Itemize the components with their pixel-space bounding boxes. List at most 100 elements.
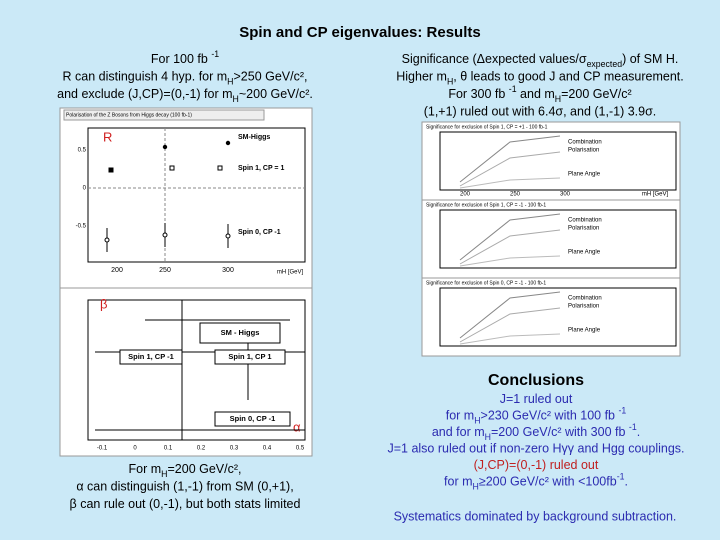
- text-span: =200 GeV/c²,: [167, 462, 241, 476]
- text-line: For 100 fb -1: [151, 49, 219, 66]
- superscript: -1: [211, 49, 219, 59]
- text-line: α can distinguish (1,-1) from SM (0,+1),: [76, 480, 293, 494]
- legend-label: Spin 1, CP -1: [128, 352, 174, 361]
- marker: [108, 167, 114, 173]
- legend-label: SM - Higgs: [221, 328, 260, 337]
- subscript: H: [474, 416, 480, 426]
- x-tick-label: 200: [460, 192, 471, 198]
- text-line: J=1 ruled out: [500, 392, 573, 406]
- plot-image: [59, 287, 313, 457]
- text-span: ≥200 GeV/c² with <100fb: [479, 475, 617, 489]
- legend-label: Plane Angle: [568, 250, 601, 256]
- curve: [459, 307, 561, 343]
- text-span: (1,+1) ruled out with 6.4σ, and (1,-1) 3…: [424, 105, 657, 119]
- plot-image: [59, 107, 313, 289]
- x-tick-label: 250: [510, 192, 521, 198]
- plot-label: β: [100, 296, 107, 311]
- x-tick-label: 0.3: [230, 446, 239, 452]
- text-line: (1,+1) ruled out with 6.4σ, and (1,-1) 3…: [424, 105, 657, 119]
- legend-box: [119, 349, 183, 365]
- plot-frame: [439, 131, 677, 191]
- plot-title: Significance for exclusion of Spin 1, CP…: [426, 202, 546, 208]
- text-span: =200 GeV/c²: [561, 87, 632, 101]
- text-line: For mH=200 GeV/c²,: [129, 462, 242, 479]
- superscript: -1: [618, 406, 626, 416]
- curve: [459, 229, 561, 265]
- subscript: H: [233, 94, 239, 104]
- legend-box: [214, 349, 286, 365]
- text-line: for mH>230 GeV/c² with 100 fb -1: [446, 406, 627, 426]
- text-line: (J,CP)=(0,-1) ruled out: [474, 458, 599, 472]
- x-tick-label: 300: [560, 192, 571, 198]
- subscript: H: [447, 77, 453, 87]
- legend-box: [199, 322, 281, 344]
- plot-frame: [439, 209, 677, 269]
- text-span: ) of SM H.: [622, 52, 678, 66]
- curve: [459, 177, 561, 189]
- plot-title: Polarisation of the Z Bosons from Higgs …: [66, 112, 192, 118]
- text-line: and for mH=200 GeV/c² with 300 fb -1.: [432, 422, 640, 442]
- conclusions-heading: Conclusions: [488, 372, 584, 389]
- text-span: >250 GeV/c²,: [234, 70, 308, 84]
- superscript: -1: [509, 84, 517, 94]
- plot-label: R: [103, 129, 112, 144]
- x-axis-label: mH [GeV]: [642, 192, 669, 198]
- curve: [459, 135, 561, 183]
- text-span: >230 GeV/c² with 100 fb: [481, 409, 619, 423]
- x-tick-label: 0.2: [197, 446, 206, 452]
- legend-label: Spin 1, CP = 1: [238, 165, 284, 172]
- text-span: J=1 ruled out: [500, 392, 573, 406]
- subscript: H: [485, 432, 491, 442]
- marker: [225, 140, 231, 146]
- legend-label: Plane Angle: [568, 172, 601, 178]
- slide-title: Spin and CP eigenvalues: Results: [239, 24, 480, 41]
- plot-title-box: [63, 109, 265, 121]
- legend-label: SM-Higgs: [238, 134, 270, 141]
- conclusions-footer: Systematics dominated by background subt…: [394, 509, 677, 523]
- legend-label: Spin 1, CP 1: [228, 352, 271, 361]
- y-tick-label: 0: [83, 186, 87, 192]
- text-span: .: [637, 425, 640, 439]
- plot-frame: [87, 299, 306, 441]
- legend-label: Polarisation: [568, 148, 599, 154]
- text-span: (J,CP)=(0,-1) ruled out: [474, 458, 599, 472]
- y-tick-label: 0.5: [78, 148, 87, 154]
- x-tick-label: 0.1: [164, 446, 173, 452]
- legend-label: Spin 0, CP -1: [230, 414, 276, 423]
- text-line: R can distinguish 4 hyp. for mH>250 GeV/…: [63, 70, 308, 87]
- x-tick-label: 0.5: [296, 446, 305, 452]
- x-tick-label: -0.1: [97, 446, 108, 452]
- text-span: For 100 fb: [151, 52, 211, 66]
- marker: [108, 167, 114, 173]
- text-span: and m: [517, 87, 555, 101]
- superscript: -1: [617, 472, 625, 482]
- text-line: and exclude (J,CP)=(0,-1) for mH~200 GeV…: [57, 87, 313, 104]
- subscript: H: [227, 77, 233, 87]
- text-span: for m: [444, 475, 472, 489]
- text-span: For m: [129, 462, 162, 476]
- y-tick-label: -0.5: [76, 224, 87, 230]
- text-line: J=1 also ruled out if non-zero Hγγ and H…: [387, 442, 684, 456]
- plot-frame: [87, 127, 306, 263]
- curve: [459, 291, 561, 339]
- text-span: R can distinguish 4 hyp. for m: [63, 70, 228, 84]
- text-span: J=1 also ruled out if non-zero Hγγ and H…: [387, 442, 684, 456]
- text-line: for mH≥200 GeV/c² with <100fb-1.: [444, 472, 628, 492]
- marker: [162, 144, 168, 150]
- legend-label: Plane Angle: [568, 328, 601, 334]
- text-span: and exclude (J,CP)=(0,-1) for m: [57, 87, 232, 101]
- subscript: H: [473, 482, 479, 492]
- x-tick-label: 300: [222, 267, 234, 274]
- x-tick-label: 250: [159, 267, 171, 274]
- text-span: , θ leads to good J and CP measurement.: [453, 70, 683, 84]
- marker: [225, 233, 231, 239]
- subscript: H: [161, 469, 167, 479]
- legend-label: Combination: [568, 296, 602, 302]
- curve: [459, 151, 561, 187]
- subscript: H: [555, 94, 561, 104]
- text-line: Higher mH, θ leads to good J and CP meas…: [396, 70, 684, 87]
- subscript: expected: [587, 59, 623, 69]
- x-axis-label: mH [GeV]: [277, 270, 304, 276]
- text-span: Higher m: [396, 70, 447, 84]
